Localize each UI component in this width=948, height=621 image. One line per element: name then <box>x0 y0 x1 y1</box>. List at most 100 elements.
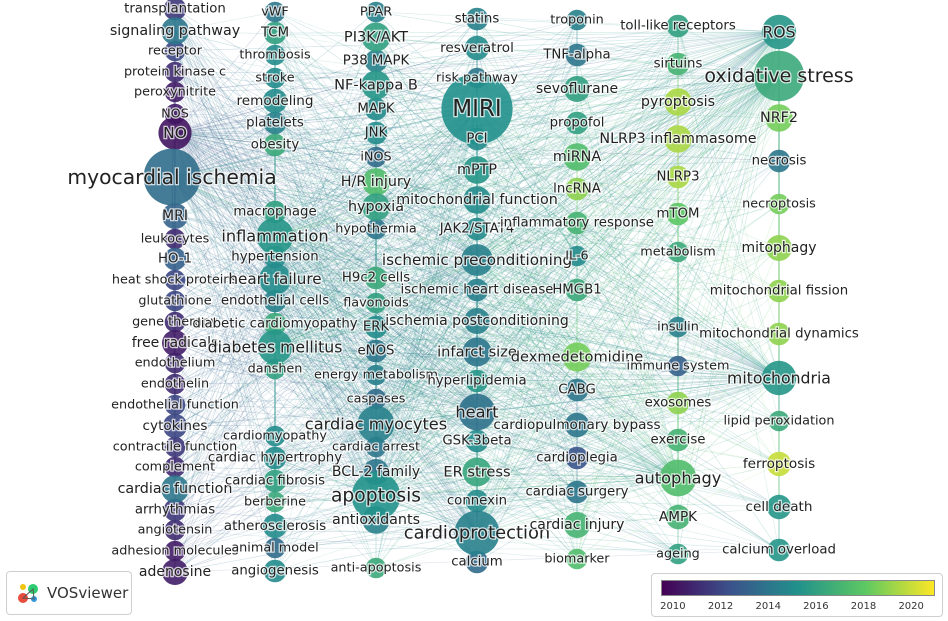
node-cardiac-arrest[interactable] <box>365 436 387 458</box>
label-pci[interactable]: PCI <box>465 130 489 148</box>
node-endothelin[interactable] <box>164 373 186 395</box>
label-cardiac-surgery[interactable]: cardiac surgery <box>524 483 630 501</box>
label-free-radicals[interactable]: free radicals <box>130 334 219 353</box>
label-heat-shock-proteins[interactable]: heat shock proteins <box>111 271 240 289</box>
label-complement[interactable]: complement <box>134 458 217 476</box>
label-risk-pathway[interactable]: risk pathway <box>435 69 520 87</box>
node-arrhythmias[interactable] <box>163 498 187 522</box>
node-caspases[interactable] <box>365 388 387 410</box>
node-macrophage[interactable] <box>263 200 287 224</box>
node-apoptosis[interactable] <box>351 471 401 521</box>
node-cardiopulmonary-bypass[interactable] <box>564 412 590 438</box>
node-inflammation[interactable] <box>256 217 294 255</box>
node-platelets[interactable] <box>263 111 287 135</box>
node-ampk[interactable] <box>665 504 691 530</box>
label-heart[interactable]: heart <box>454 401 500 423</box>
node-pyroptosis[interactable] <box>664 88 692 116</box>
node-heat-shock-proteins[interactable] <box>164 269 186 291</box>
node-cardiac-surgery[interactable] <box>565 480 589 504</box>
label-exosomes[interactable]: exosomes <box>643 394 712 412</box>
node-cardiac-fibrosis[interactable] <box>263 469 287 493</box>
label-er-stress[interactable]: ER stress <box>442 462 512 482</box>
node-contractile-function[interactable] <box>164 436 186 458</box>
node-nrf2[interactable] <box>765 104 793 132</box>
label-diabetic-cardiomyopathy[interactable]: diabetic cardiomyopathy <box>191 315 359 333</box>
label-enos[interactable]: eNOS <box>356 342 396 360</box>
node-free-radicals[interactable] <box>162 330 188 356</box>
node-biomarker[interactable] <box>566 548 588 570</box>
label-mapk[interactable]: MAPK <box>356 100 396 118</box>
node-mtom[interactable] <box>666 202 690 226</box>
label-tcm[interactable]: TCM <box>259 24 291 42</box>
node-mapk[interactable] <box>364 97 388 121</box>
node-cytokines[interactable] <box>162 413 188 439</box>
label-angiogenesis[interactable]: angiogenesis <box>230 562 320 580</box>
label-macrophage[interactable]: macrophage <box>232 203 318 221</box>
label-nos[interactable]: NOS <box>160 105 190 123</box>
node-metabolism[interactable] <box>667 241 689 263</box>
node-stroke[interactable] <box>264 67 286 89</box>
label-nlrp3-inflammasome[interactable]: NLRP3 inflammasome <box>598 130 758 149</box>
label-lncrna[interactable]: lncRNA <box>552 180 602 198</box>
label-hyperlipidemia[interactable]: hyperlipidemia <box>426 372 528 390</box>
node-connexin[interactable] <box>465 489 489 513</box>
label-ferroptosis[interactable]: ferroptosis <box>742 455 817 474</box>
node-tcm[interactable] <box>263 21 287 45</box>
label-mitochondria[interactable]: mitochondria <box>726 367 832 389</box>
node-h-r-injury[interactable] <box>362 168 390 196</box>
label-toll-like-receptors[interactable]: toll-like receptors <box>619 17 737 35</box>
node-calcium[interactable] <box>465 550 489 574</box>
label-endothelium[interactable]: endothelium <box>133 354 216 372</box>
node-hypoxia[interactable] <box>362 193 390 221</box>
label-mitochondrial-dynamics[interactable]: mitochondrial dynamics <box>698 325 860 343</box>
node-insulin[interactable] <box>667 316 689 338</box>
node-flavonoids[interactable] <box>365 292 387 314</box>
label-autophagy[interactable]: autophagy <box>633 467 723 489</box>
node-miri[interactable] <box>441 73 513 145</box>
label-h-r-injury[interactable]: H/R injury <box>340 173 413 192</box>
label-flavonoids[interactable]: flavonoids <box>342 294 410 312</box>
node-lncrna[interactable] <box>565 177 589 201</box>
node-danshen[interactable] <box>264 358 286 380</box>
node-statins[interactable] <box>465 7 489 31</box>
label-myocardial-ischemia[interactable]: myocardial ischemia <box>66 164 278 191</box>
node-myocardial-ischemia[interactable] <box>143 148 201 206</box>
node-remodeling[interactable] <box>262 88 288 114</box>
node-nf-kappa-b[interactable] <box>361 70 391 100</box>
node-ferroptosis[interactable] <box>766 451 792 477</box>
node-resveratrol[interactable] <box>464 35 490 61</box>
label-angiotensin[interactable]: angiotensin <box>136 521 213 539</box>
label-ppar[interactable]: PPAR <box>359 3 394 21</box>
label-animal-model[interactable]: animal model <box>230 539 320 557</box>
label-protein-kinase-c[interactable]: protein kinase c <box>123 63 228 81</box>
label-platelets[interactable]: platelets <box>245 114 305 132</box>
node-anti-apoptosis[interactable] <box>365 557 387 579</box>
label-mitochondrial-function[interactable]: mitochondrial function <box>395 191 559 210</box>
node-mitochondrial-fission[interactable] <box>767 279 791 303</box>
node-energy-metabolism[interactable] <box>365 364 387 386</box>
node-peroxynitrite[interactable] <box>164 81 186 103</box>
node-sevoflurane[interactable] <box>564 76 590 102</box>
node-dexmedetomidine[interactable] <box>562 342 592 372</box>
label-nf-kappa-b[interactable]: NF-kappa B <box>333 75 419 95</box>
node-angiotensin[interactable] <box>164 519 186 541</box>
label-il-6[interactable]: IL-6 <box>564 247 590 265</box>
node-nlrp3[interactable] <box>666 165 690 189</box>
label-immune-system[interactable]: immune system <box>625 357 730 375</box>
label-obesity[interactable]: obesity <box>250 136 301 154</box>
label-mptp[interactable]: mPTP <box>456 161 499 180</box>
node-mitochondria[interactable] <box>761 360 797 396</box>
node-jak2-stat4[interactable] <box>465 217 489 241</box>
label-sirtuins[interactable]: sirtuins <box>652 55 703 73</box>
label-no[interactable]: NO <box>162 123 188 144</box>
label-jak2-stat4[interactable]: JAK2/STAT4 <box>437 220 515 238</box>
label-calcium-overload[interactable]: calcium overload <box>721 541 837 559</box>
node-troponin[interactable] <box>566 9 588 31</box>
label-cardiac-arrest[interactable]: cardiac arrest <box>331 438 421 456</box>
label-receptor[interactable]: receptor <box>147 42 204 60</box>
label-exercise[interactable]: exercise <box>649 431 706 449</box>
node-hypothermia[interactable] <box>365 218 387 240</box>
node-pi3k-akt[interactable] <box>361 22 391 52</box>
node-endothelium[interactable] <box>164 352 186 374</box>
node-jnk[interactable] <box>364 121 388 145</box>
